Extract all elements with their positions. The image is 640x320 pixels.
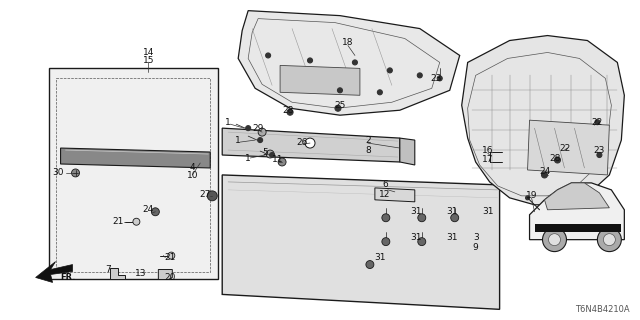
Circle shape (287, 109, 293, 115)
Polygon shape (400, 138, 415, 165)
Text: 11: 11 (273, 156, 284, 164)
Text: 10: 10 (186, 172, 198, 180)
Circle shape (266, 150, 274, 158)
Polygon shape (222, 128, 400, 162)
Circle shape (554, 157, 561, 163)
Polygon shape (36, 261, 72, 283)
Circle shape (597, 228, 621, 252)
Text: 20: 20 (164, 273, 176, 282)
Circle shape (246, 126, 251, 131)
Text: 29: 29 (252, 124, 264, 132)
Circle shape (278, 158, 286, 166)
Text: 25: 25 (334, 101, 346, 110)
Circle shape (437, 76, 442, 81)
Text: 31: 31 (410, 207, 422, 216)
Circle shape (258, 138, 262, 143)
Circle shape (72, 169, 79, 177)
Text: 13: 13 (134, 269, 146, 278)
Polygon shape (529, 183, 625, 240)
Text: 21: 21 (113, 217, 124, 226)
Text: 6: 6 (382, 180, 388, 189)
Text: 7: 7 (106, 265, 111, 274)
Polygon shape (545, 183, 609, 210)
Circle shape (152, 208, 159, 216)
Circle shape (451, 214, 459, 222)
Polygon shape (280, 65, 360, 95)
Text: 1: 1 (245, 154, 251, 163)
Polygon shape (238, 11, 460, 115)
Text: 27: 27 (200, 190, 211, 199)
Text: 23: 23 (594, 146, 605, 155)
Text: 17: 17 (482, 156, 493, 164)
Text: 24: 24 (143, 205, 154, 214)
Polygon shape (49, 68, 218, 279)
Text: 22: 22 (560, 144, 571, 153)
Text: 16: 16 (482, 146, 493, 155)
Text: FR.: FR. (61, 273, 76, 282)
Text: 19: 19 (526, 191, 538, 200)
Text: 31: 31 (446, 207, 458, 216)
Circle shape (382, 214, 390, 222)
Circle shape (597, 153, 602, 157)
Circle shape (337, 88, 342, 93)
Circle shape (133, 218, 140, 225)
Polygon shape (527, 120, 609, 175)
Text: 24: 24 (539, 167, 550, 176)
Text: 9: 9 (473, 243, 479, 252)
Text: 2: 2 (365, 136, 371, 145)
Text: 31: 31 (410, 233, 422, 242)
Polygon shape (461, 36, 625, 205)
Polygon shape (111, 268, 125, 279)
Circle shape (417, 73, 422, 78)
Text: 3: 3 (473, 233, 479, 242)
Text: 26: 26 (296, 138, 308, 147)
Text: 1: 1 (225, 118, 231, 127)
Circle shape (308, 58, 312, 63)
Polygon shape (534, 224, 621, 232)
Polygon shape (61, 148, 210, 168)
Circle shape (543, 228, 566, 252)
Text: 14: 14 (143, 48, 154, 57)
Text: 18: 18 (342, 38, 354, 47)
Circle shape (305, 138, 315, 148)
Circle shape (269, 153, 275, 157)
Circle shape (548, 234, 561, 246)
Text: 8: 8 (365, 146, 371, 155)
Text: 4: 4 (189, 164, 195, 172)
Text: 22: 22 (592, 118, 603, 127)
Circle shape (604, 234, 615, 246)
Circle shape (525, 196, 529, 200)
Text: T6N4B4210A: T6N4B4210A (575, 305, 629, 314)
Text: 28: 28 (282, 106, 294, 115)
Text: 31: 31 (374, 253, 386, 262)
Text: 28: 28 (550, 154, 561, 163)
Circle shape (595, 120, 600, 125)
Circle shape (266, 53, 271, 58)
Circle shape (353, 60, 357, 65)
Text: 31: 31 (446, 233, 458, 242)
Polygon shape (375, 188, 415, 202)
Text: 1: 1 (236, 136, 241, 145)
Text: 31: 31 (482, 207, 493, 216)
Circle shape (387, 68, 392, 73)
Circle shape (335, 105, 341, 111)
Polygon shape (222, 175, 500, 309)
Text: 12: 12 (379, 190, 390, 199)
Polygon shape (158, 269, 172, 279)
Text: 21: 21 (164, 253, 176, 262)
Circle shape (418, 214, 426, 222)
Circle shape (207, 191, 217, 201)
Text: 30: 30 (52, 168, 63, 178)
Text: 5: 5 (262, 148, 268, 156)
Circle shape (418, 238, 426, 246)
Circle shape (541, 172, 547, 178)
Circle shape (168, 252, 175, 259)
Text: 15: 15 (143, 56, 154, 65)
Circle shape (382, 238, 390, 246)
Circle shape (366, 260, 374, 268)
Text: 23: 23 (430, 74, 442, 83)
Circle shape (258, 128, 266, 136)
Circle shape (378, 90, 382, 95)
